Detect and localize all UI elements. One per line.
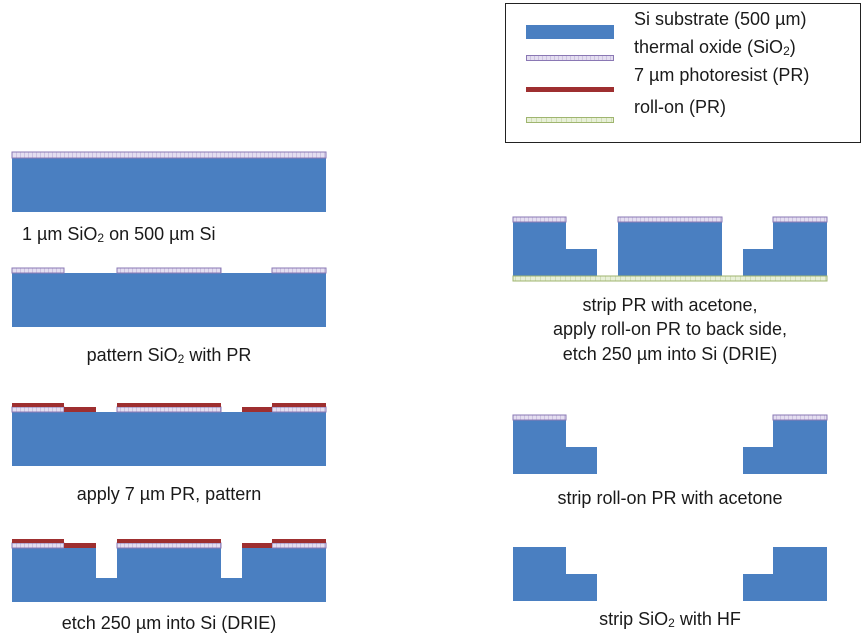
step-3-wafer [11,403,327,466]
step-4-caption: etch 250 µm into Si (DRIE) [61,613,277,633]
photoresist-swatch-icon [526,87,614,92]
step-5-caption-line-3: etch 250 µm into Si (DRIE) [562,344,778,364]
step-1-wafer [11,151,327,212]
photoresist-center [117,403,221,407]
step-6-wafer [512,414,828,474]
silicon-left-block [513,547,597,601]
photoresist-center [117,539,221,543]
silicon-substrate [12,273,326,327]
step-5-caption-line-1: strip PR with acetone, [582,295,758,315]
silicon-right-block [743,547,827,601]
oxide-swatch-icon [526,55,614,61]
step-5-caption-line-2: apply roll-on PR to back side, [552,319,788,339]
step-7-caption: strip SiO2 with HF [599,609,741,630]
silicon-center-block [618,222,722,276]
silicon-left-block [513,420,597,474]
silicon-substrate [12,412,326,466]
oxide-pad-left [11,406,65,413]
legend: Si substrate (500 µm) thermal oxide (SiO… [505,3,861,143]
legend-label-photoresist: 7 µm photoresist (PR) [634,65,810,85]
silicon-right-block [743,420,827,474]
step-2-wafer [11,267,327,327]
oxide-pad-center [116,406,222,413]
step-1-caption: 1 µm SiO2 on 500 µm Si [22,224,216,245]
oxide-pad-left [512,414,567,421]
legend-label-oxide: thermal oxide (SiO2) [634,37,796,58]
oxide-pad-right [772,216,828,223]
silicon-swatch-icon [526,25,614,39]
photoresist-right-step [242,543,272,548]
oxide-pad-left [11,267,65,274]
legend-label-rollon: roll-on (PR) [634,97,727,117]
silicon-substrate [12,158,326,212]
oxide-layer [11,151,327,159]
step-2-caption: pattern SiO2 with PR [86,345,252,366]
rollon-layer [512,275,828,282]
oxide-pad-left [512,216,567,223]
oxide-pad-center [116,542,222,549]
step-5-wafer [512,216,828,282]
oxide-pad-center [617,216,723,223]
silicon-substrate-etched [12,548,326,602]
oxide-pad-left [11,542,65,549]
photoresist-right [272,403,326,407]
legend-label-silicon: Si substrate (500 µm) [634,9,807,29]
step-7-wafer [513,547,827,601]
photoresist-left-step [64,407,96,412]
step-6-caption: strip roll-on PR with acetone [557,488,783,508]
oxide-pad-right [271,406,327,413]
silicon-left-block [513,222,597,276]
silicon-right-block [743,222,827,276]
oxide-pad-center [116,267,222,274]
photoresist-left [12,403,64,407]
photoresist-left [12,539,64,543]
step-3-caption: apply 7 µm PR, pattern [76,484,262,504]
step-4-wafer [11,539,327,602]
photoresist-right-step [242,407,272,412]
photoresist-left-step [64,543,96,548]
oxide-pad-right [271,542,327,549]
photoresist-right [272,539,326,543]
oxide-pad-right [271,267,327,274]
rollon-swatch-icon [526,117,614,123]
oxide-pad-right [772,414,828,421]
